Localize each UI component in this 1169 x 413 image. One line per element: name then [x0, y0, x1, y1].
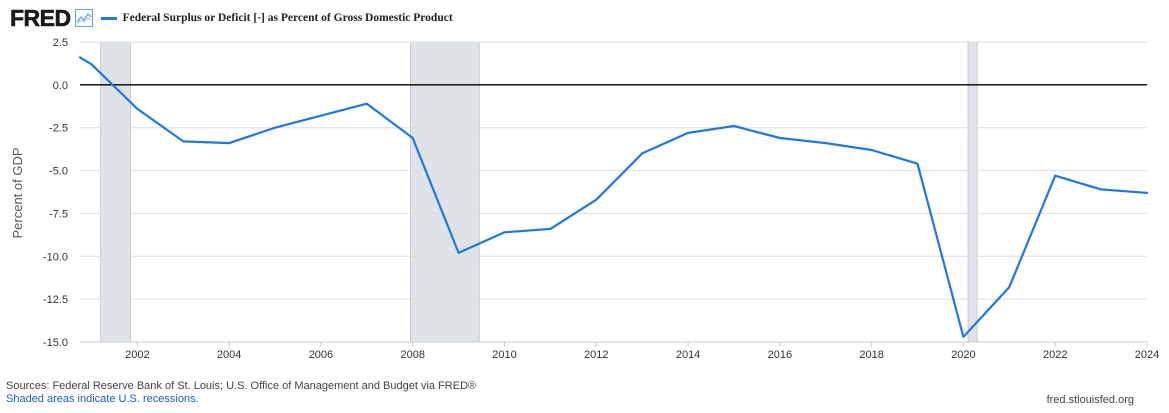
x-tick-label: 2016 — [768, 349, 792, 361]
recession-note: Shaded areas indicate U.S. recessions. — [6, 393, 199, 405]
data-point — [733, 125, 735, 127]
data-point — [457, 252, 460, 254]
data-point — [1008, 286, 1011, 288]
data-point — [182, 140, 185, 143]
x-tick-label: 2012 — [584, 349, 608, 361]
series-layer — [78, 56, 1149, 338]
y-tick-label: 0.0 — [53, 80, 68, 92]
y-tick-label: 2.5 — [53, 37, 68, 49]
data-point — [870, 149, 873, 151]
recession-band — [967, 41, 978, 343]
y-tick-label: -5.0 — [49, 166, 68, 178]
data-point — [1100, 188, 1102, 191]
sources-text: Sources: Federal Reserve Bank of St. Lou… — [6, 380, 477, 392]
data-point — [687, 132, 689, 134]
line-graph-icon — [74, 9, 93, 27]
x-tick-label: 2018 — [859, 349, 883, 361]
data-point — [136, 108, 139, 110]
data-point — [366, 102, 368, 105]
data-point — [411, 137, 414, 139]
recession-shading — [100, 41, 978, 343]
x-tick-label: 2002 — [125, 349, 149, 361]
data-point — [824, 142, 827, 144]
x-tick-label: 2024 — [1135, 349, 1159, 361]
data-point — [79, 56, 81, 59]
y-tick-label: -15.0 — [43, 337, 68, 349]
y-tick-label: -12.5 — [43, 294, 68, 306]
data-point — [779, 137, 781, 139]
legend-label: Federal Surplus or Deficit [-] as Percen… — [122, 12, 453, 24]
data-point — [641, 152, 643, 155]
x-axis-ticks: 2002 2004 2006 2008 2010 2012 2014 2016 2018 2020… — [125, 342, 1159, 361]
data-point — [595, 198, 598, 201]
recession-band — [410, 41, 480, 343]
x-tick-label: 2006 — [309, 349, 333, 361]
x-tick-label: 2008 — [400, 349, 424, 361]
x-tick-label: 2022 — [1043, 349, 1067, 361]
y-axis-title: Percent of GDP — [10, 147, 25, 238]
legend-swatch — [100, 16, 117, 20]
x-tick-label: 2020 — [951, 349, 975, 361]
data-point — [503, 231, 506, 234]
data-point — [228, 142, 230, 144]
fred-logo[interactable]: FRED — [10, 5, 72, 32]
data-point — [1054, 174, 1057, 177]
grid-lines — [80, 41, 1147, 343]
chart-header: FRED Federal Surplus or Deficit [-] as P… — [10, 5, 453, 32]
data-point — [916, 162, 919, 165]
x-tick-label: 2010 — [492, 349, 516, 361]
data-point — [320, 114, 322, 117]
data-point — [962, 336, 965, 338]
legend: Federal Surplus or Deficit [-] as Percen… — [100, 12, 453, 24]
data-point — [90, 63, 93, 66]
y-axis-ticks: 2.5 0.0 -2.5 -5.0 -7.5 -10.0 -12.5 -15.0 — [43, 37, 68, 349]
y-tick-label: -7.5 — [49, 208, 68, 220]
y-tick-label: -2.5 — [49, 123, 68, 135]
data-point — [549, 228, 552, 230]
series-line — [78, 56, 1149, 338]
x-tick-label: 2014 — [676, 349, 700, 361]
data-point — [274, 126, 276, 129]
y-tick-label: -10.0 — [43, 251, 68, 263]
data-point — [1146, 192, 1148, 194]
x-tick-label: 2004 — [217, 349, 241, 361]
site-link[interactable]: fred.stlouisfed.org — [1046, 394, 1134, 406]
